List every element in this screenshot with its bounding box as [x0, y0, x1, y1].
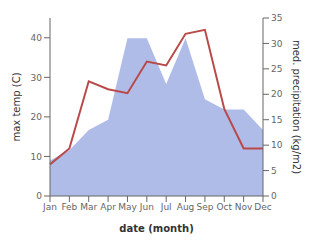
- svg-text:Dec: Dec: [254, 202, 271, 212]
- svg-text:25: 25: [271, 64, 282, 74]
- svg-text:20: 20: [31, 112, 43, 122]
- svg-text:10: 10: [271, 140, 283, 150]
- svg-text:30: 30: [31, 73, 43, 83]
- svg-text:5: 5: [271, 166, 277, 176]
- svg-text:10: 10: [31, 152, 43, 162]
- svg-text:Jan: Jan: [42, 202, 57, 212]
- svg-text:0: 0: [271, 191, 277, 201]
- svg-text:Aug: Aug: [177, 202, 195, 212]
- svg-text:Oct: Oct: [216, 202, 232, 212]
- svg-text:May: May: [118, 202, 137, 212]
- svg-text:Mar: Mar: [80, 202, 97, 212]
- svg-text:15: 15: [271, 115, 282, 125]
- svg-text:Jul: Jul: [160, 202, 172, 212]
- svg-text:20: 20: [271, 89, 283, 99]
- svg-text:Nov: Nov: [235, 202, 253, 212]
- svg-text:date (month): date (month): [119, 223, 193, 234]
- svg-text:Jun: Jun: [139, 202, 154, 212]
- svg-text:40: 40: [31, 33, 43, 43]
- svg-text:max temp (C): max temp (C): [11, 72, 22, 141]
- svg-text:0: 0: [36, 191, 42, 201]
- svg-text:35: 35: [271, 13, 282, 23]
- svg-text:Apr: Apr: [100, 202, 116, 212]
- svg-text:Sep: Sep: [196, 202, 213, 212]
- svg-text:Feb: Feb: [61, 202, 77, 212]
- svg-text:30: 30: [271, 39, 283, 49]
- svg-text:med. precipitation (kg/m2): med. precipitation (kg/m2): [291, 40, 302, 174]
